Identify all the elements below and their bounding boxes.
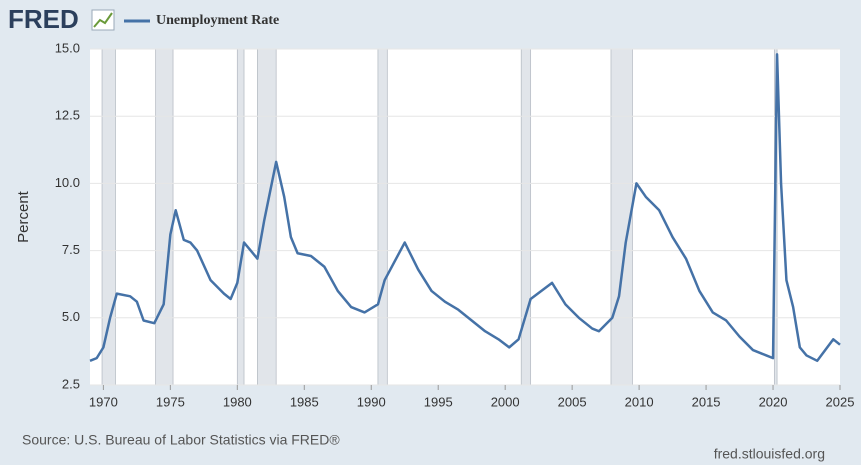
x-tick-label: 1970 — [89, 394, 118, 409]
recession-band — [236, 48, 245, 386]
x-tick-label: 2025 — [826, 394, 855, 409]
x-tick-label: 2000 — [491, 394, 520, 409]
recession-band — [377, 48, 388, 386]
series-line — [89, 53, 841, 363]
logo: FRED — [8, 4, 79, 34]
source: Source: U.S. Bureau of Labor Statistics … — [22, 432, 340, 448]
x-tick-label: 2010 — [625, 394, 654, 409]
plot-area — [90, 49, 840, 385]
x-tick-label: 1980 — [223, 394, 252, 409]
legend-label: Unemployment Rate — [156, 13, 279, 28]
x-tick-label: 1995 — [424, 394, 453, 409]
y-tick-label: 2.5 — [62, 376, 80, 391]
y-tick-label: 12.5 — [55, 108, 80, 123]
y-tick-label: 5.0 — [62, 309, 80, 324]
recession-band — [520, 48, 532, 386]
site: fred.stlouisfed.org — [714, 446, 825, 462]
recession-band — [257, 48, 277, 386]
recession-band — [155, 48, 174, 386]
x-tick-label: 2015 — [692, 394, 721, 409]
x-tick-label: 1985 — [290, 394, 319, 409]
y-tick-label: 10.0 — [55, 175, 80, 190]
x-tick-label: 2005 — [558, 394, 587, 409]
logo-icon — [91, 9, 115, 31]
recession-band — [101, 48, 116, 386]
y-axis-label: Percent — [15, 190, 32, 243]
x-tick-label: 2020 — [759, 394, 788, 409]
y-tick-label: 15.0 — [55, 40, 80, 55]
x-tick-label: 1975 — [156, 394, 185, 409]
x-tick-label: 1990 — [357, 394, 386, 409]
y-tick-label: 7.5 — [62, 242, 80, 257]
